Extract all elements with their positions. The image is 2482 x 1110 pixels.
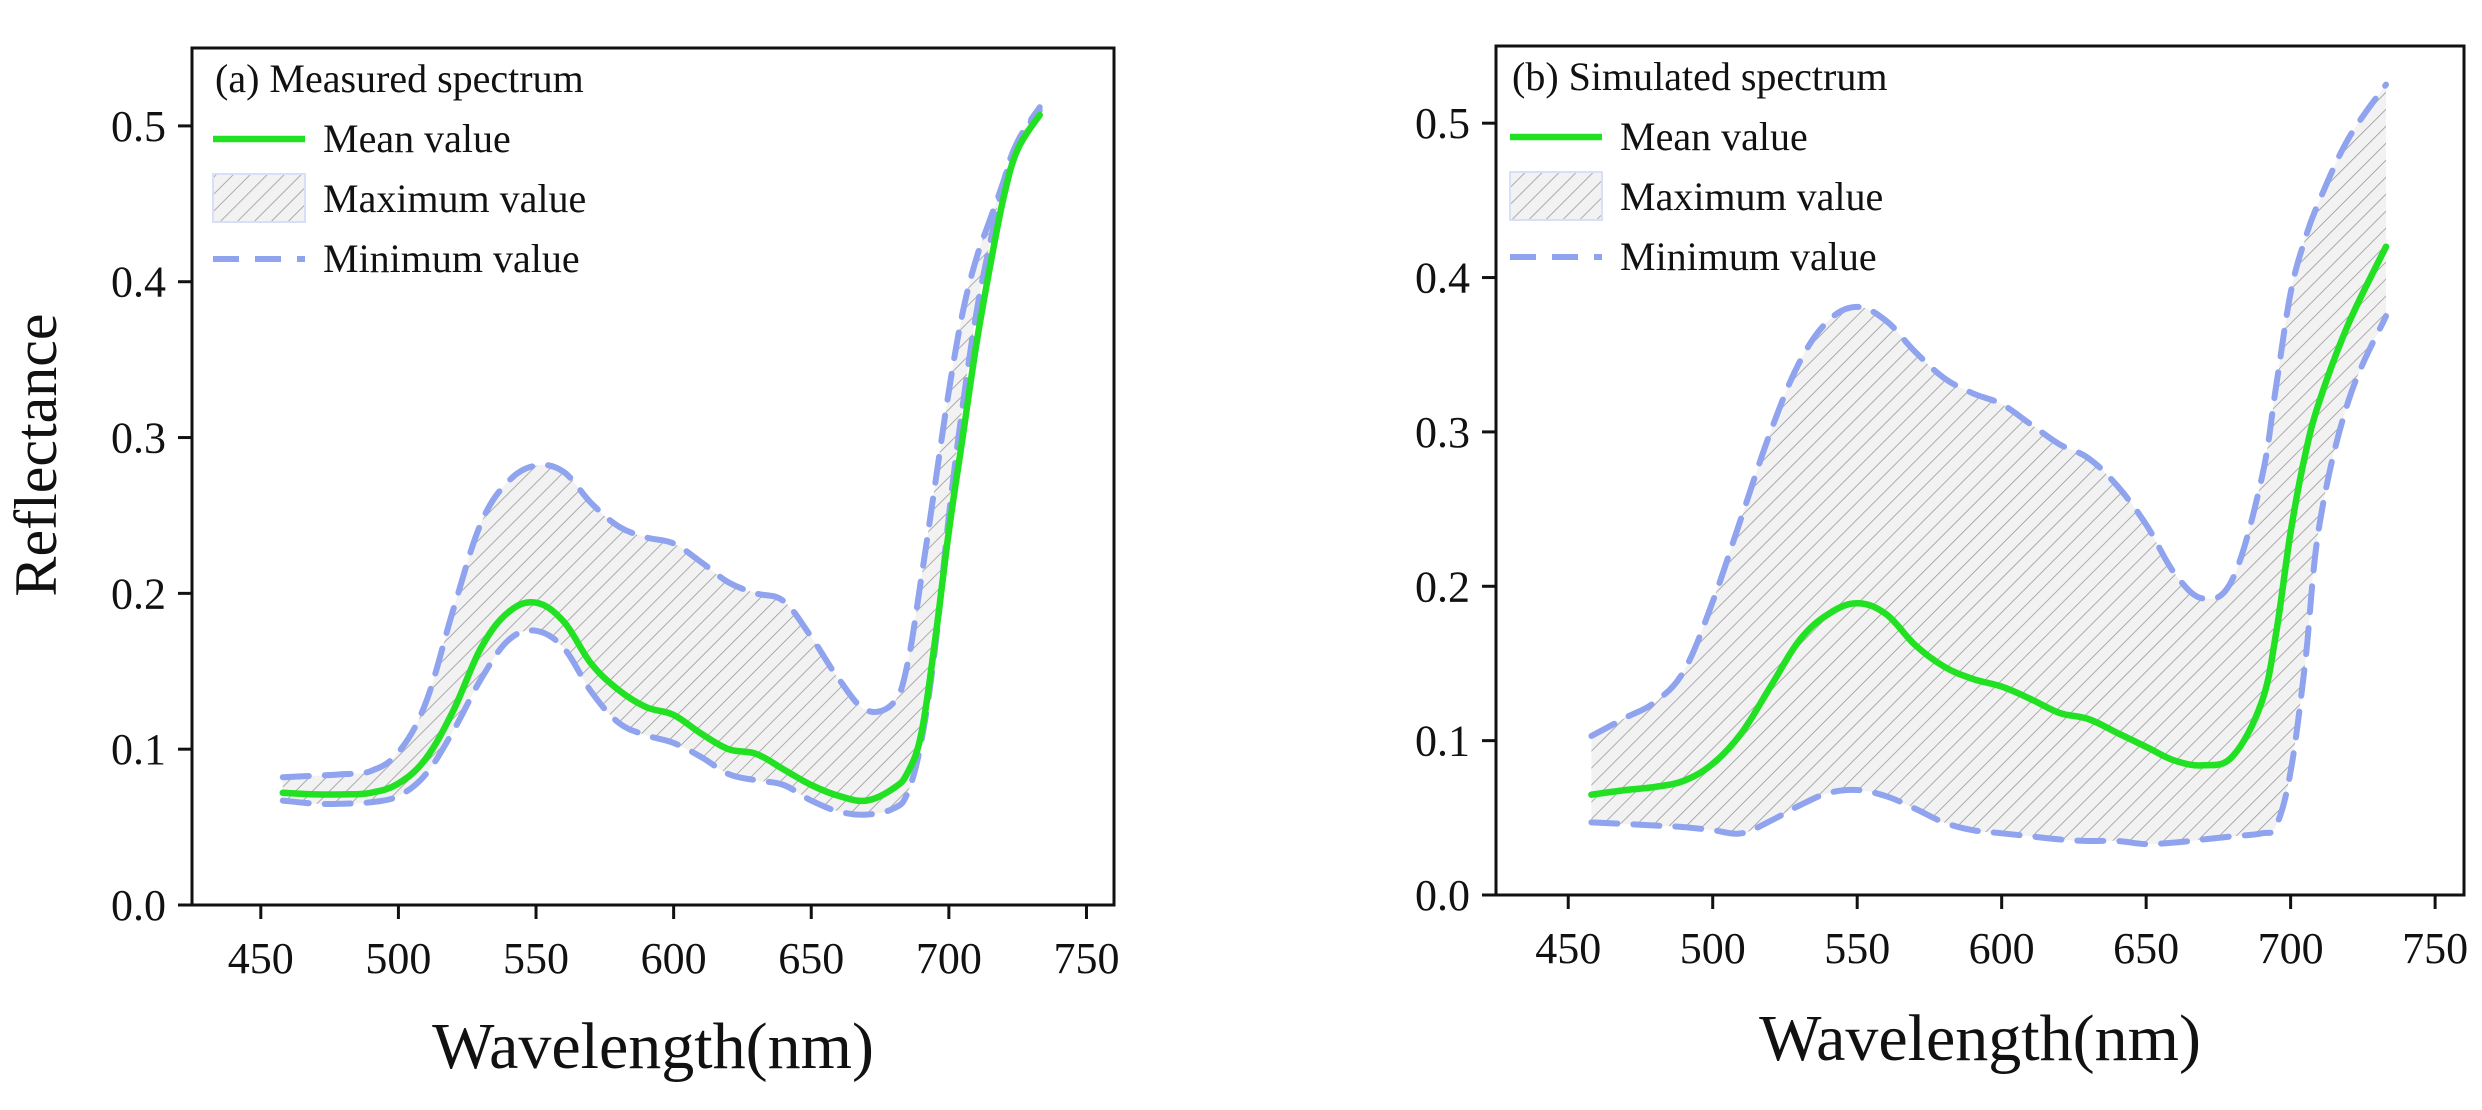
- legend-swatch-maximum: [1509, 171, 1603, 221]
- x-tick-label: 750: [2402, 924, 2468, 973]
- y-tick-label: 0.0: [1415, 871, 1470, 920]
- legend-label-minimum: Minimum value: [323, 236, 580, 281]
- legend-label-mean: Mean value: [1620, 114, 1808, 159]
- legend-label-mean: Mean value: [323, 116, 511, 161]
- x-tick-label: 700: [916, 934, 982, 983]
- x-tick-label: 500: [365, 934, 431, 983]
- x-tick-label: 450: [1535, 924, 1601, 973]
- x-tick-label: 550: [503, 934, 569, 983]
- max-min-band: [282, 107, 1040, 815]
- y-tick-label: 0.5: [1415, 99, 1470, 148]
- x-tick-label: 650: [2113, 924, 2179, 973]
- series-line-maximum: [1588, 81, 2389, 739]
- series-line-maximum: [279, 104, 1043, 781]
- legend-label-maximum: Maximum value: [323, 176, 586, 221]
- legend-swatch-maximum: [212, 173, 306, 223]
- y-axis-title: Reflectance: [3, 313, 69, 596]
- y-tick-label: 0.2: [111, 569, 166, 618]
- panel-b: 450 500 550 600 650 700 750 0.0 0.1 0.2 0.3 0.4 0.5 W…: [1415, 44, 2468, 1075]
- y-tick-label: 0.1: [111, 725, 166, 774]
- series-line-mean: [279, 111, 1043, 805]
- y-tick-label: 0.2: [1415, 562, 1470, 611]
- y-tick-label: 0.3: [111, 414, 166, 463]
- x-tick-label: 650: [778, 934, 844, 983]
- x-tick-label: 600: [641, 934, 707, 983]
- series-line-minimum: [279, 107, 1043, 818]
- y-tick-label: 0.4: [1415, 254, 1470, 303]
- x-tick-label: 750: [1053, 934, 1119, 983]
- x-tick-label: 500: [1680, 924, 1746, 973]
- panel-title: (a) Measured spectrum: [215, 56, 584, 101]
- legend-label-minimum: Minimum value: [1620, 234, 1877, 279]
- y-tick-label: 0.4: [111, 258, 166, 307]
- y-tick-label: 0.1: [1415, 717, 1470, 766]
- x-tick-label: 550: [1824, 924, 1890, 973]
- x-tick-label: 700: [2258, 924, 2324, 973]
- panel-a: 450 500 550 600 650 700 750 0.0 0.1 0.2 0.3 0.4 0.5 W…: [111, 46, 1119, 1083]
- x-tick-label: 450: [228, 934, 294, 983]
- series-line-mean: [1588, 243, 2390, 798]
- y-tick-label: 0.3: [1415, 408, 1470, 457]
- panel-title: (b) Simulated spectrum: [1512, 54, 1887, 99]
- plot-frame: [1494, 44, 2466, 897]
- y-tick-label: 0.0: [111, 881, 166, 930]
- series-line-minimum: [1588, 313, 2389, 848]
- y-tick-label: 0.5: [111, 102, 166, 151]
- x-tick-label: 600: [1969, 924, 2035, 973]
- x-axis-title: Wavelength(nm): [1759, 1002, 2201, 1075]
- legend-label-maximum: Maximum value: [1620, 174, 1883, 219]
- x-axis-title: Wavelength(nm): [432, 1010, 874, 1083]
- plot-frame: [190, 46, 1116, 907]
